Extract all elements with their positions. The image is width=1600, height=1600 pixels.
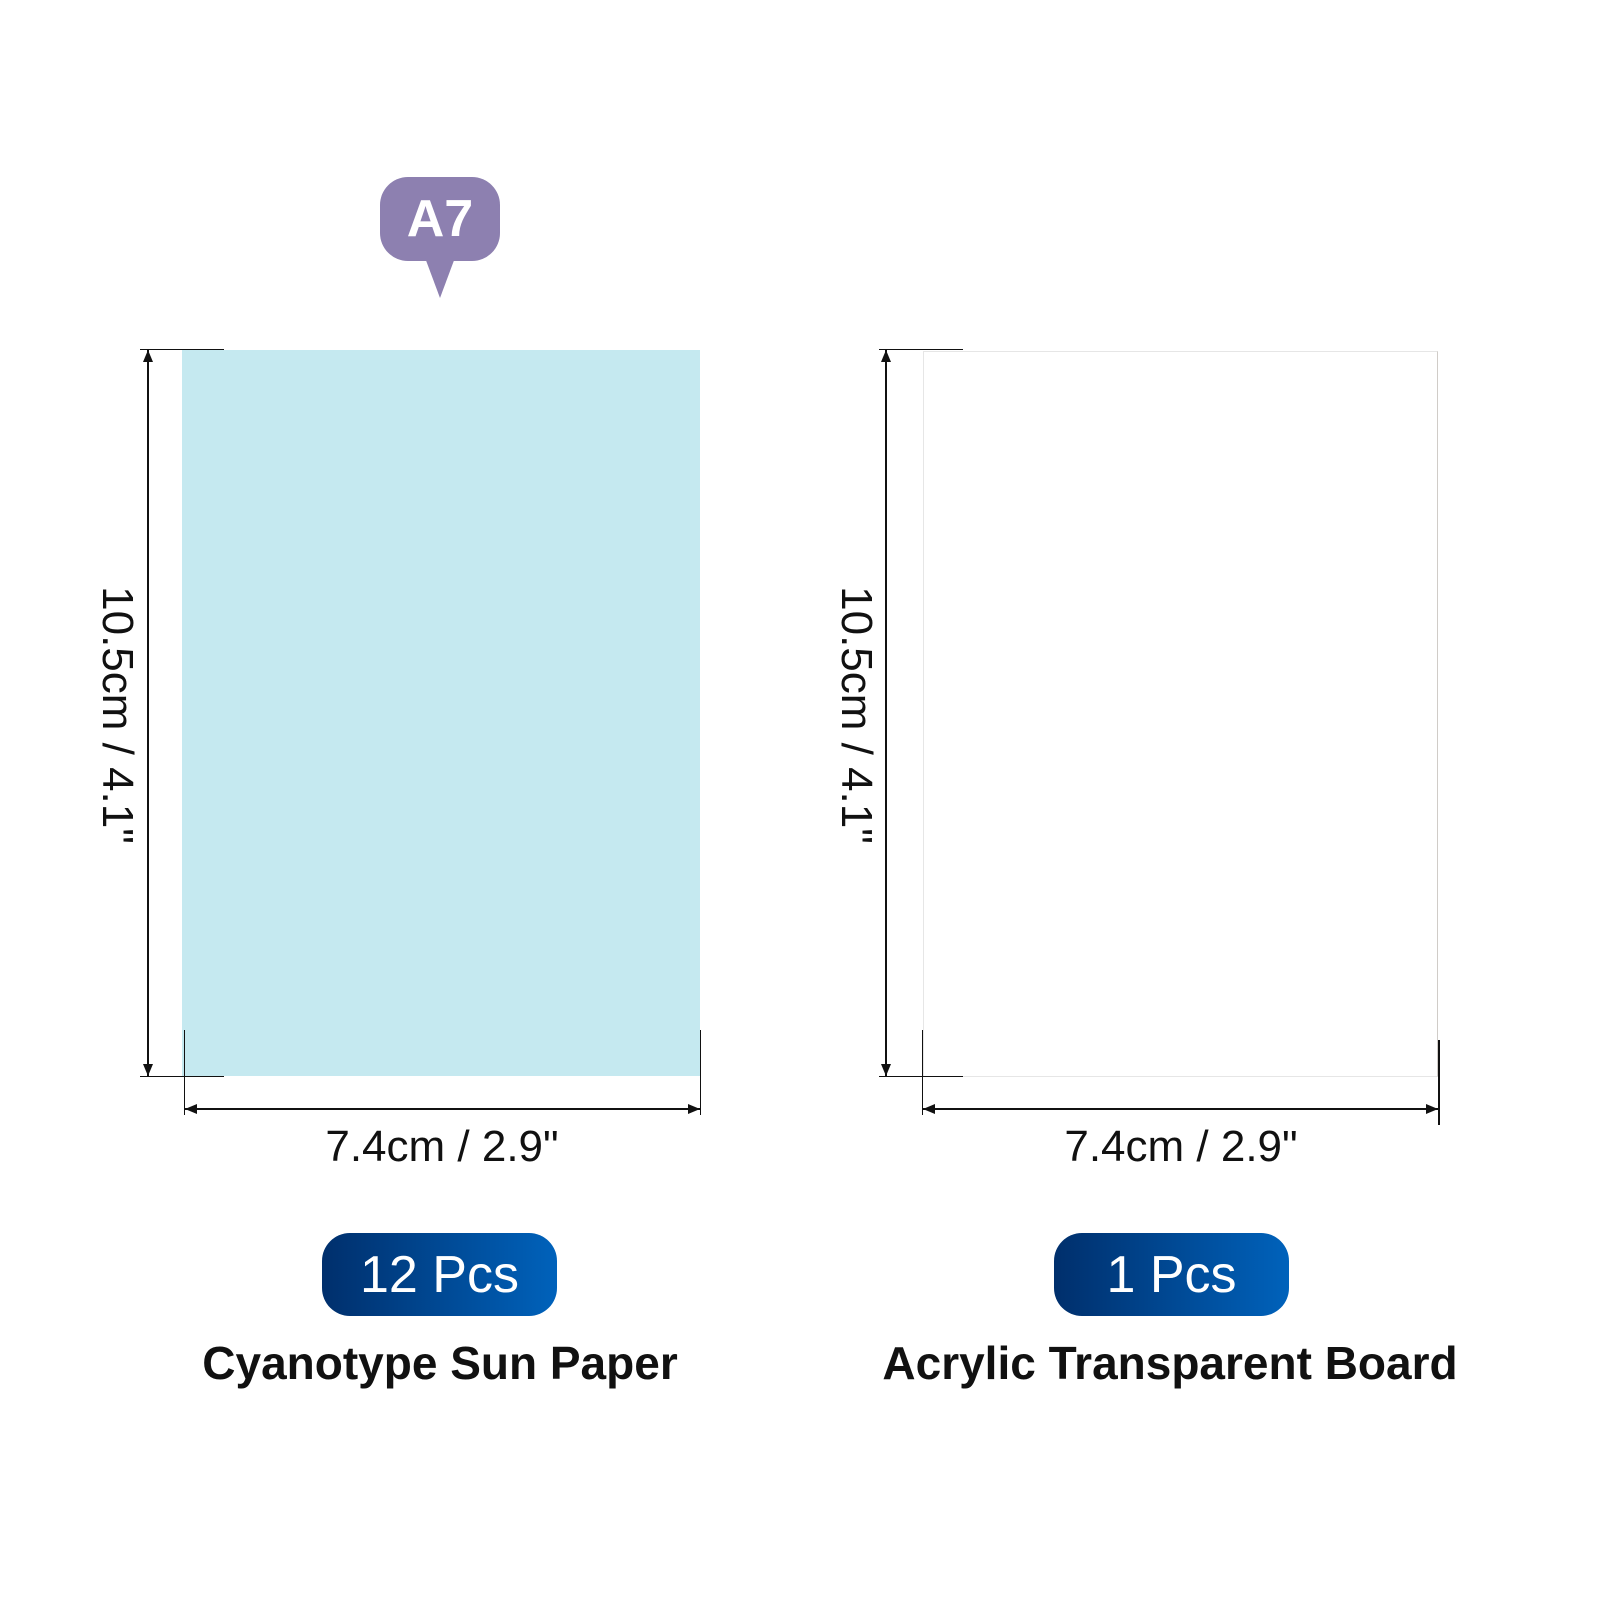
arrowheads-icon [143,350,153,1076]
dimension-tick [922,1030,923,1115]
bubble-tail-icon [424,255,456,298]
quantity-text: 12 Pcs [360,1245,519,1304]
dimension-tick [1438,1040,1440,1125]
cyanotype-paper-image [182,350,700,1076]
height-label: 10.5cm / 4.1" [832,586,881,844]
height-label: 10.5cm / 4.1" [93,586,142,844]
dimension-tick [879,1076,963,1077]
dimension-tick [879,349,963,350]
dimension-tick [140,1076,224,1077]
height-dimension-line [147,350,149,1076]
width-label: 7.4cm / 2.9" [325,1122,559,1171]
quantity-badge: 1 Pcs [1054,1233,1289,1316]
item-name: Acrylic Transparent Board [882,1337,1458,1389]
dimension-tick [700,1030,701,1115]
width-dimension-line [185,1108,700,1110]
dimension-tick [140,349,224,350]
acrylic-board-image [923,351,1438,1077]
size-tag-bubble: A7 [380,177,500,261]
arrowheads-icon [185,1104,700,1114]
width-label: 7.4cm / 2.9" [1064,1122,1298,1171]
height-dimension-line [885,350,887,1076]
quantity-text: 1 Pcs [1106,1245,1237,1304]
quantity-badge: 12 Pcs [322,1233,557,1316]
size-tag-label: A7 [406,190,474,248]
arrowheads-icon [881,350,891,1076]
width-dimension-line [923,1108,1438,1110]
item-name: Cyanotype Sun Paper [202,1337,678,1389]
arrowheads-icon [923,1104,1438,1114]
dimension-tick [184,1030,185,1115]
